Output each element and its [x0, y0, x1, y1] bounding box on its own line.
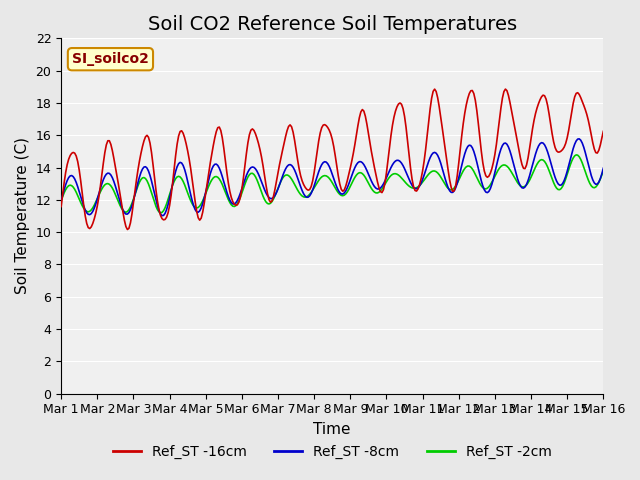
Title: Soil CO2 Reference Soil Temperatures: Soil CO2 Reference Soil Temperatures — [148, 15, 516, 34]
X-axis label: Time: Time — [314, 422, 351, 437]
Text: SI_soilco2: SI_soilco2 — [72, 52, 149, 66]
Y-axis label: Soil Temperature (C): Soil Temperature (C) — [15, 137, 30, 294]
Legend: Ref_ST -16cm, Ref_ST -8cm, Ref_ST -2cm: Ref_ST -16cm, Ref_ST -8cm, Ref_ST -2cm — [107, 440, 557, 465]
